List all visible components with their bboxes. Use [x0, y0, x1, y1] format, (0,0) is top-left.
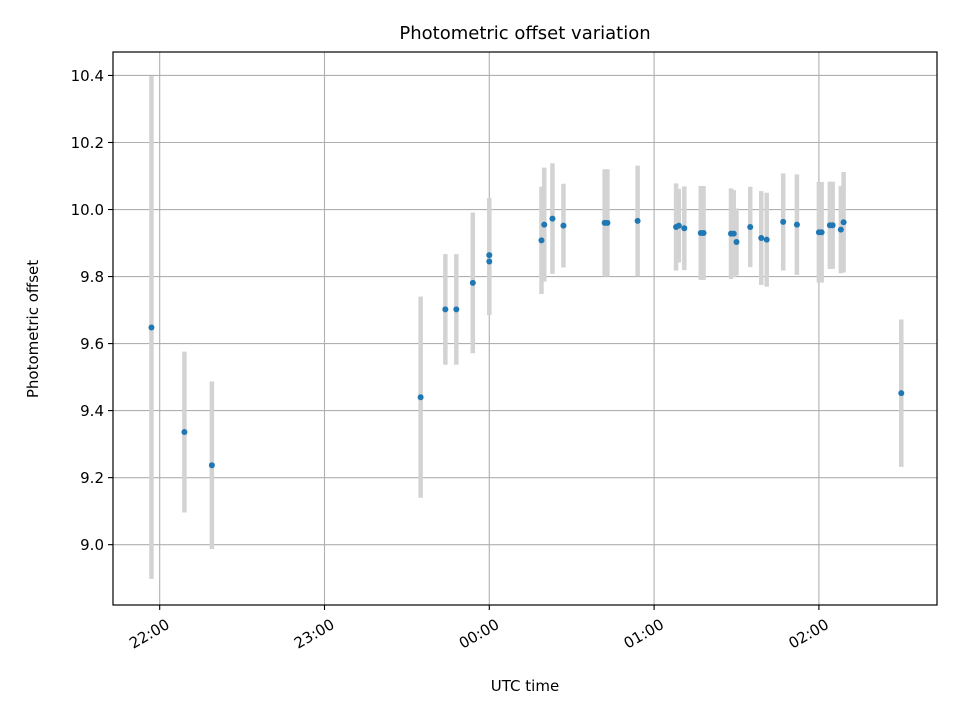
y-tick-label: 9.0: [80, 536, 104, 554]
data-point: [417, 394, 424, 401]
chart-title: Photometric offset variation: [399, 23, 650, 44]
data-point: [829, 222, 836, 229]
data-point: [560, 222, 567, 229]
data-point: [840, 219, 847, 226]
data-point: [469, 279, 476, 286]
data-point: [763, 236, 770, 243]
data-point: [538, 237, 545, 244]
y-tick-label: 9.8: [80, 268, 104, 286]
plot-frame: [112, 51, 938, 606]
data-point: [486, 252, 493, 259]
data-point: [681, 225, 688, 232]
data-point: [453, 306, 460, 313]
data-point: [634, 217, 641, 224]
data-point: [700, 229, 707, 236]
y-tick-label: 9.6: [80, 335, 104, 353]
data-point: [549, 215, 556, 222]
y-tick-label: 9.2: [80, 469, 104, 487]
y-tick-label: 10.4: [71, 67, 104, 85]
data-point: [181, 429, 188, 436]
data-point: [898, 390, 905, 397]
y-tick-label: 10.2: [71, 134, 104, 152]
data-point: [675, 222, 682, 229]
data-point: [780, 218, 787, 225]
x-axis-title: UTC time: [491, 677, 559, 695]
y-tick-label: 10.0: [71, 201, 104, 219]
data-point: [837, 226, 844, 233]
data-point: [208, 462, 215, 469]
data-points: [148, 215, 905, 469]
y-axis-title: Photometric offset: [24, 260, 42, 398]
data-point: [758, 235, 765, 242]
y-tick-label: 9.4: [80, 402, 104, 420]
data-point: [148, 324, 155, 331]
data-point: [486, 258, 493, 265]
data-point: [604, 219, 611, 226]
data-point: [541, 221, 548, 228]
data-point: [747, 223, 754, 230]
data-point: [818, 229, 825, 236]
grid: [113, 52, 937, 605]
data-point: [730, 230, 737, 237]
data-point: [442, 306, 449, 313]
data-point: [733, 239, 740, 246]
data-point: [793, 221, 800, 228]
